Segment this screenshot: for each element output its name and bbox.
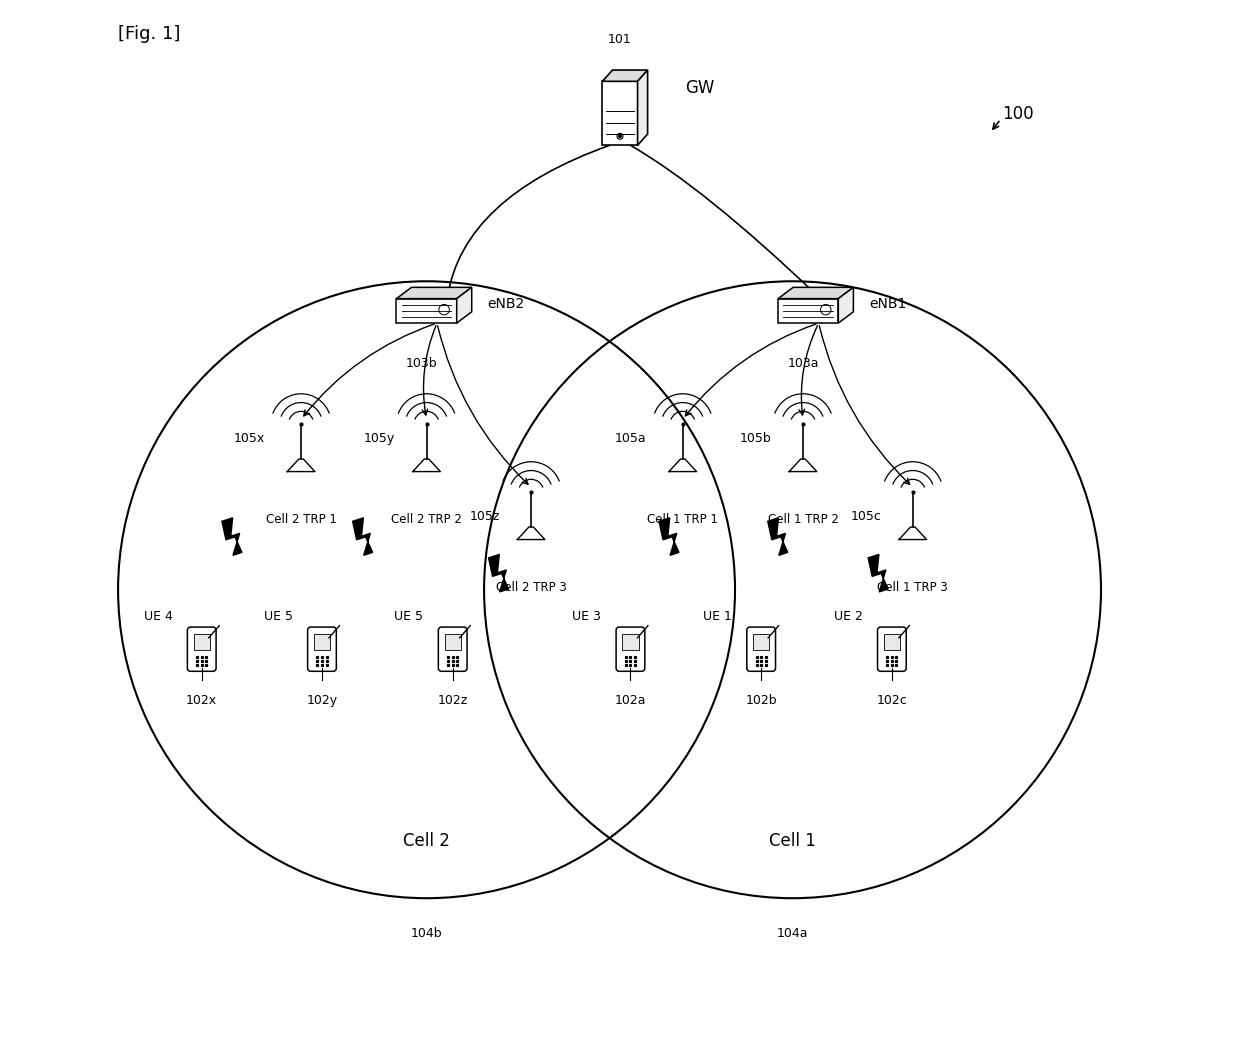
Polygon shape: [489, 554, 508, 592]
Text: Cell 2 TRP 3: Cell 2 TRP 3: [496, 582, 567, 594]
Text: 105y: 105y: [363, 432, 396, 445]
Text: 104b: 104b: [410, 928, 443, 940]
Text: 102b: 102b: [745, 695, 777, 707]
Polygon shape: [603, 70, 647, 81]
Text: UE 3: UE 3: [573, 610, 601, 623]
Text: 102y: 102y: [306, 695, 337, 707]
Text: Cell 1: Cell 1: [769, 832, 816, 850]
Text: 105a: 105a: [615, 432, 646, 445]
Polygon shape: [456, 288, 471, 324]
Polygon shape: [517, 527, 544, 540]
Polygon shape: [288, 460, 315, 471]
Text: UE 1: UE 1: [703, 610, 732, 623]
Text: 102a: 102a: [615, 695, 646, 707]
Polygon shape: [753, 635, 769, 650]
Text: 105x: 105x: [233, 432, 264, 445]
Polygon shape: [622, 635, 639, 650]
FancyBboxPatch shape: [187, 627, 216, 671]
Polygon shape: [884, 635, 900, 650]
Polygon shape: [838, 288, 853, 324]
Polygon shape: [603, 81, 637, 145]
Polygon shape: [445, 635, 461, 650]
Text: UE 4: UE 4: [144, 610, 172, 623]
Text: Cell 2: Cell 2: [403, 832, 450, 850]
Text: 102x: 102x: [186, 695, 217, 707]
Text: Cell 2 TRP 2: Cell 2 TRP 2: [391, 513, 463, 526]
Polygon shape: [779, 298, 838, 324]
Polygon shape: [397, 288, 471, 298]
Polygon shape: [637, 70, 647, 145]
Polygon shape: [193, 635, 210, 650]
Circle shape: [619, 135, 621, 138]
Text: Cell 1 TRP 1: Cell 1 TRP 1: [647, 513, 718, 526]
Polygon shape: [768, 518, 787, 555]
Text: UE 5: UE 5: [264, 610, 293, 623]
Text: Cell 1 TRP 2: Cell 1 TRP 2: [768, 513, 838, 526]
Polygon shape: [789, 460, 817, 471]
Text: UE 5: UE 5: [394, 610, 423, 623]
Polygon shape: [314, 635, 330, 650]
Text: Cell 1 TRP 3: Cell 1 TRP 3: [878, 582, 949, 594]
Text: eNB1: eNB1: [869, 297, 906, 311]
Polygon shape: [222, 518, 242, 555]
FancyBboxPatch shape: [878, 627, 906, 671]
Polygon shape: [658, 518, 680, 555]
Polygon shape: [397, 298, 456, 324]
FancyBboxPatch shape: [308, 627, 336, 671]
FancyBboxPatch shape: [439, 627, 467, 671]
Polygon shape: [868, 554, 888, 592]
Text: 102c: 102c: [877, 695, 908, 707]
Text: UE 2: UE 2: [833, 610, 863, 623]
Text: 100: 100: [1002, 105, 1033, 123]
Polygon shape: [413, 460, 440, 471]
FancyBboxPatch shape: [746, 627, 775, 671]
Text: 105b: 105b: [740, 432, 771, 445]
Polygon shape: [668, 460, 697, 471]
Text: eNB2: eNB2: [487, 297, 525, 311]
Polygon shape: [899, 527, 926, 540]
Text: 103a: 103a: [787, 356, 818, 370]
Text: 103b: 103b: [405, 356, 438, 370]
Text: 101: 101: [608, 33, 632, 46]
Polygon shape: [779, 288, 853, 298]
Text: 104a: 104a: [776, 928, 808, 940]
Text: Cell 2 TRP 1: Cell 2 TRP 1: [265, 513, 336, 526]
Polygon shape: [352, 518, 373, 555]
Text: 102z: 102z: [438, 695, 467, 707]
FancyBboxPatch shape: [616, 627, 645, 671]
Text: GW: GW: [684, 79, 714, 97]
Text: 105c: 105c: [851, 510, 882, 523]
Text: [Fig. 1]: [Fig. 1]: [118, 25, 181, 43]
Text: 105z: 105z: [470, 510, 500, 523]
